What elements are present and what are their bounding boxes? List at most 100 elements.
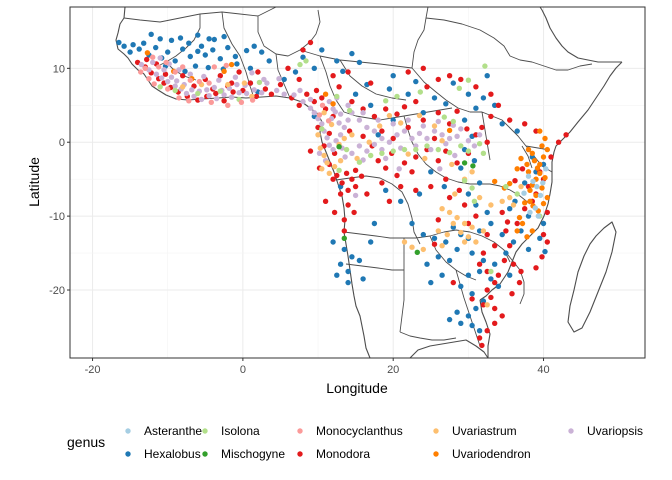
point-monodora-45 xyxy=(352,183,359,190)
point-isolona-20 xyxy=(458,143,464,149)
point-isolona-15 xyxy=(401,146,408,153)
point-uvariastrum-16 xyxy=(321,110,327,116)
point-uvariopsis-26 xyxy=(211,84,217,91)
point-monocyclanthus-14 xyxy=(165,86,171,92)
point-monodora-147 xyxy=(180,73,186,79)
point-uvariopsis-101 xyxy=(332,109,338,115)
point-monodora-62 xyxy=(420,117,426,123)
point-monodora-73 xyxy=(454,160,460,166)
point-uvariastrum-30 xyxy=(461,220,468,227)
point-uvariopsis-43 xyxy=(300,98,306,105)
point-isolona-36 xyxy=(471,198,478,204)
point-isolona-32 xyxy=(465,77,472,83)
point-asteranthe-3 xyxy=(537,192,544,199)
point-hexalobus-127 xyxy=(416,191,423,197)
point-isolona-35 xyxy=(514,191,520,197)
point-mischogyne-3 xyxy=(336,144,342,150)
point-uvariodendron-9 xyxy=(542,175,548,181)
point-hexalobus-53 xyxy=(420,110,426,116)
point-monodora-50 xyxy=(360,106,366,112)
point-monodora-166 xyxy=(504,219,511,225)
point-hexalobus-65 xyxy=(476,180,483,186)
point-isolona-16 xyxy=(413,146,419,153)
point-uvariopsis-91 xyxy=(364,148,370,154)
point-uvariastrum-15 xyxy=(328,121,335,128)
legend-key-monodora xyxy=(297,451,303,457)
point-uvariopsis-71 xyxy=(431,128,438,134)
point-monodora-156 xyxy=(268,91,275,97)
point-hexalobus-36 xyxy=(247,65,254,72)
point-isolona-0 xyxy=(157,84,163,90)
point-uvariastrum-33 xyxy=(450,220,456,227)
point-uvariodendron-14 xyxy=(537,128,543,134)
point-hexalobus-45 xyxy=(340,68,346,75)
point-uvariastrum-46 xyxy=(401,239,408,245)
point-monodora-160 xyxy=(351,209,357,216)
point-uvariopsis-112 xyxy=(276,76,282,82)
legend-label-asteranthe: Asteranthe xyxy=(144,424,202,438)
point-isolona-1 xyxy=(172,87,178,94)
point-uvariodendron-39 xyxy=(221,68,227,75)
point-monocyclanthus-15 xyxy=(176,95,182,101)
point-hexalobus-106 xyxy=(360,276,366,282)
point-uvariopsis-97 xyxy=(443,141,449,147)
point-uvariopsis-67 xyxy=(401,128,408,134)
point-monodora-136 xyxy=(435,76,441,83)
point-uvariopsis-93 xyxy=(379,146,385,153)
point-hexalobus-108 xyxy=(409,220,415,227)
point-monodora-125 xyxy=(548,154,554,160)
point-uvariastrum-27 xyxy=(405,151,411,157)
point-uvariopsis-95 xyxy=(413,143,419,149)
point-isolona-2 xyxy=(195,90,201,97)
point-uvariastrum-48 xyxy=(518,183,524,190)
point-monodora-84 xyxy=(398,183,404,190)
point-hexalobus-88 xyxy=(458,283,464,289)
point-asteranthe-5 xyxy=(535,213,541,219)
point-uvariastrum-19 xyxy=(366,139,372,145)
point-uvariastrum-28 xyxy=(446,209,453,216)
point-hexalobus-0 xyxy=(116,39,122,46)
point-mischogyne-2 xyxy=(470,163,476,169)
point-monocyclanthus-13 xyxy=(151,81,157,87)
point-isolona-38 xyxy=(488,268,494,275)
point-uvariodendron-16 xyxy=(524,161,530,168)
point-uvariopsis-61 xyxy=(356,117,363,123)
y-tick-label-2: 0 xyxy=(59,137,65,149)
point-hexalobus-134 xyxy=(405,91,411,97)
point-monodora-118 xyxy=(539,254,545,260)
point-monodora-19 xyxy=(262,86,269,92)
point-monodora-9 xyxy=(162,71,169,77)
point-monocyclanthus-22 xyxy=(316,112,323,118)
point-uvariopsis-78 xyxy=(420,123,426,129)
point-monodora-36 xyxy=(343,170,350,176)
point-monodora-90 xyxy=(473,213,479,219)
point-monodora-120 xyxy=(510,261,517,267)
point-uvariastrum-29 xyxy=(454,214,460,221)
point-uvariodendron-29 xyxy=(514,166,520,172)
point-hexalobus-75 xyxy=(454,246,460,253)
point-hexalobus-84 xyxy=(495,283,502,289)
mozambique-coast xyxy=(479,299,491,358)
point-hexalobus-132 xyxy=(352,91,359,97)
point-monodora-163 xyxy=(499,209,505,216)
point-hexalobus-81 xyxy=(518,228,524,234)
point-hexalobus-5 xyxy=(141,40,147,46)
point-monocyclanthus-2 xyxy=(156,64,162,70)
point-monodora-95 xyxy=(476,261,483,267)
point-uvariopsis-10 xyxy=(206,93,212,99)
x-tick-label-2: 20 xyxy=(387,364,399,376)
point-isolona-8 xyxy=(319,126,325,132)
point-uvariodendron-11 xyxy=(544,146,550,153)
point-uvariastrum-32 xyxy=(458,229,464,236)
point-uvariopsis-2 xyxy=(153,71,160,77)
point-monodora-116 xyxy=(540,231,547,238)
point-hexalobus-68 xyxy=(484,209,490,216)
point-uvariopsis-81 xyxy=(375,117,381,123)
point-hexalobus-119 xyxy=(522,180,528,186)
point-hexalobus-104 xyxy=(334,272,340,278)
point-monodora-53 xyxy=(394,111,400,117)
point-uvariopsis-111 xyxy=(261,76,267,83)
point-isolona-5 xyxy=(256,79,263,86)
point-uvariodendron-8 xyxy=(533,192,539,199)
point-monodora-87 xyxy=(443,176,449,182)
